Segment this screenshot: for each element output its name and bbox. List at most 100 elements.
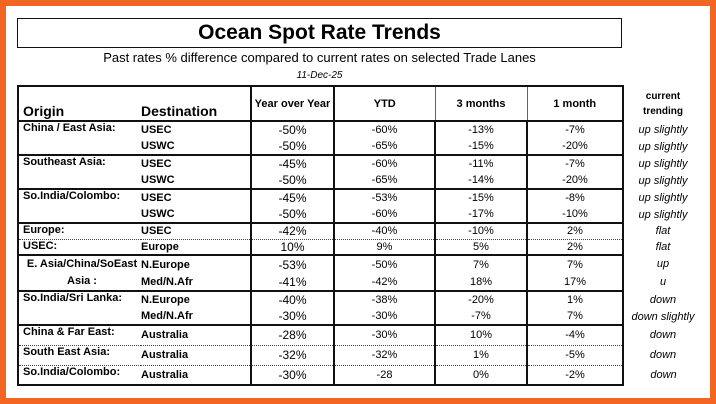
origin-cell: Southeast Asia:: [17, 154, 141, 189]
destination-cell: USEC: [141, 120, 251, 138]
table-row: So.India/Colombo: USEC -45% -53% -15% -8% up s…: [17, 188, 703, 223]
one-month-cell: -20%: [527, 172, 624, 189]
ytd-cell: -65%: [334, 172, 436, 189]
three-months-cell: -15%: [435, 138, 528, 155]
yoy-cell: 10%: [250, 238, 335, 255]
one-month-cell: -5%: [527, 344, 624, 365]
one-month-cell: 7%: [527, 254, 624, 273]
table-row: So.India/Sri Lanka: N.Europe -40% -38% -20% 1…: [17, 290, 703, 325]
yoy-cell: -40%: [250, 290, 335, 308]
yoy-cell: -28%: [250, 324, 335, 345]
table-row: China / East Asia: USEC -50% -60% -13% -7% up …: [17, 120, 703, 155]
origin-cell: E. Asia/China/SoEast Asia :: [17, 254, 141, 291]
three-months-cell: 10%: [435, 324, 528, 345]
trend-cell: up slightly: [638, 123, 688, 136]
one-month-cell: 7%: [527, 308, 624, 325]
three-months-cell: -7%: [435, 308, 528, 325]
origin-cell: So.India/Sri Lanka:: [17, 290, 141, 325]
trend-cell: up slightly: [638, 140, 688, 153]
yoy-cell: -50%: [250, 138, 335, 155]
header-3-months: 3 months: [435, 85, 528, 122]
table-row: USWC -50% -65% -15% -20% up slightly: [18, 138, 703, 155]
three-months-cell: -14%: [435, 172, 528, 189]
one-month-cell: -2%: [527, 364, 624, 386]
one-month-cell: -10%: [527, 206, 624, 223]
ytd-cell: 9%: [334, 238, 436, 255]
yoy-cell: -42%: [250, 222, 335, 239]
trend-cell: down: [649, 293, 677, 306]
origin-cell: China / East Asia:: [17, 120, 141, 155]
three-months-cell: 0%: [435, 364, 528, 386]
destination-cell: USEC: [141, 188, 251, 206]
table-row: USWC -50% -60% -17% -10% up slightly: [18, 206, 703, 223]
three-months-cell: 1%: [435, 344, 528, 365]
yoy-cell: -32%: [250, 344, 335, 365]
three-months-cell: -11%: [435, 154, 528, 172]
yoy-cell: -53%: [250, 254, 335, 273]
trend-cell: down slightly: [631, 310, 695, 323]
ytd-cell: -40%: [334, 222, 436, 239]
trend-cell: down: [650, 369, 677, 381]
trend-cell: u: [659, 276, 667, 288]
trend-cell: down: [649, 349, 677, 361]
yoy-cell: -30%: [250, 308, 335, 325]
one-month-cell: 17%: [527, 273, 624, 291]
ytd-cell: -30%: [334, 308, 436, 325]
trend-cell: down: [649, 329, 677, 341]
ytd-cell: -60%: [334, 206, 436, 223]
header-yoy: Year over Year: [250, 85, 335, 122]
three-months-cell: -20%: [435, 290, 528, 308]
origin-cell: Europe:: [17, 222, 141, 239]
table-row: USWC -50% -65% -14% -20% up slightly: [18, 172, 703, 189]
ytd-cell: -28: [334, 364, 436, 386]
one-month-cell: 1%: [527, 290, 624, 308]
ytd-cell: -60%: [334, 120, 436, 138]
destination-cell: Med/N.Afr: [141, 310, 193, 322]
trend-cell: flat: [655, 225, 671, 237]
one-month-cell: -4%: [527, 324, 624, 345]
origin-cell: USEC:: [17, 238, 141, 255]
origin-cell: China & Far East:: [17, 324, 141, 345]
ytd-cell: -65%: [334, 138, 436, 155]
trend-cell: flat: [655, 241, 671, 253]
header-trend-line2: trending: [643, 105, 683, 117]
destination-cell: Australia: [141, 364, 251, 386]
destination-cell: Europe: [141, 238, 251, 255]
yoy-cell: -50%: [250, 120, 335, 138]
table-row: Med/N.Afr -30% -30% -7% 7% down slightly: [18, 308, 703, 325]
three-months-cell: 5%: [435, 238, 528, 255]
page-title: Ocean Spot Rate Trends: [17, 18, 622, 48]
trend-cell: up: [656, 258, 670, 270]
yoy-cell: -50%: [250, 206, 335, 223]
trend-cell: up slightly: [638, 174, 688, 187]
rate-trends-table: Origin Destination Year over Year YTD 3 …: [17, 85, 704, 386]
destination-cell: Australia: [141, 324, 251, 345]
one-month-cell: 2%: [527, 222, 624, 239]
table-row: USEC: Europe 10% 9% 5% 2% flat: [17, 238, 703, 255]
trend-cell: up slightly: [638, 157, 688, 170]
table-row: E. Asia/China/SoEast Asia : N.Europe -53% -…: [17, 254, 703, 291]
destination-cell: USWC: [141, 174, 175, 186]
table-row: Med/N.Afr -41% -42% 18% 17% u: [18, 273, 703, 291]
destination-cell: Australia: [141, 344, 251, 365]
destination-cell: Med/N.Afr: [141, 275, 193, 288]
three-months-cell: -13%: [435, 120, 528, 138]
report-date: 11-Dec-25: [296, 70, 343, 81]
one-month-cell: -7%: [527, 120, 624, 138]
three-months-cell: -15%: [435, 188, 528, 206]
table-row: So.India/Colombo: Australia -30% -28 0% -2% do…: [17, 364, 703, 386]
header-row: Origin Destination Year over Year YTD 3 …: [17, 85, 703, 122]
header-destination: Destination: [141, 85, 251, 122]
table-row: China & Far East: Australia -28% -30% 10% -4%…: [17, 324, 703, 345]
header-trend-line1: current: [645, 90, 681, 102]
destination-cell: USWC: [141, 208, 175, 220]
yoy-cell: -30%: [250, 364, 335, 386]
ytd-cell: -30%: [334, 324, 436, 345]
subtitle: Past rates % difference compared to curr…: [103, 50, 536, 65]
origin-cell: So.India/Colombo:: [17, 364, 141, 386]
origin-cell: South East Asia:: [17, 344, 141, 365]
yoy-cell: -45%: [250, 188, 335, 206]
three-months-cell: 7%: [435, 254, 528, 273]
header-current-trending: current trending: [623, 86, 703, 121]
